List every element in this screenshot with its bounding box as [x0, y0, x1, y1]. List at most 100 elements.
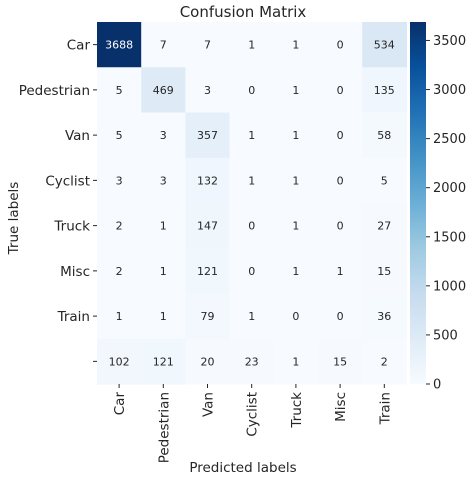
- heatmap-cell-label: 1: [292, 84, 299, 97]
- heatmap-cell: [141, 203, 186, 249]
- chart-title: Confusion Matrix: [180, 3, 307, 21]
- heatmap-cell: [362, 67, 407, 114]
- heatmap-cell-label: 469: [153, 84, 174, 97]
- x-axis-label: Predicted labels: [189, 460, 296, 476]
- colorbar-tick-label: 1000: [433, 279, 466, 294]
- heatmap-cell: [362, 203, 407, 249]
- heatmap-cell-label: 1: [248, 310, 255, 323]
- colorbar-ticks: 0 500 1000 1500 2000 2500 3000 3500: [426, 34, 466, 393]
- heatmap-cell-label: 1: [160, 310, 167, 323]
- heatmap-cell-label: 3: [116, 174, 123, 187]
- heatmap-cell-label: 0: [248, 220, 255, 233]
- heatmap-cell: [141, 67, 186, 114]
- heatmap-cell: [229, 112, 275, 159]
- heatmap-cell: [141, 293, 186, 340]
- y-axis-label: True labels: [6, 182, 22, 256]
- heatmap-cell: [229, 248, 275, 295]
- heatmap-cell-label: 1: [292, 129, 299, 142]
- heatmap-cell-label: 147: [197, 220, 218, 233]
- heatmap-cell-label: 23: [245, 355, 259, 368]
- heatmap-cell: [185, 338, 231, 385]
- x-tick-label: Pedestrian: [156, 392, 172, 463]
- heatmap-cell: [97, 293, 142, 340]
- heatmap-cell-label: 20: [201, 355, 215, 368]
- y-tick-label: Truck: [53, 219, 90, 235]
- heatmap-cell: [362, 157, 407, 204]
- heatmap-cell: [185, 157, 231, 204]
- heatmap-cell: [141, 338, 186, 385]
- heatmap-cell-label: 121: [197, 265, 218, 278]
- heatmap-cell-label: 1: [160, 220, 167, 233]
- heatmap-cell: [273, 157, 319, 204]
- heatmap-cell: [362, 112, 407, 159]
- y-tick-label: Cyclist: [45, 173, 90, 189]
- x-tick-label: Van: [201, 392, 217, 417]
- heatmap-cell-label: 5: [381, 174, 388, 187]
- heatmap-cell-label: 1: [292, 265, 299, 278]
- y-tick-label: Car: [67, 38, 91, 54]
- heatmap-cell-label: 0: [337, 84, 344, 97]
- heatmap-cell-label: 0: [337, 39, 344, 52]
- heatmap-cell-label: 1: [292, 355, 299, 368]
- y-axis-ticks: Car Pedestrian Van Cyclist Truck Misc Train: [19, 38, 97, 362]
- heatmap-cell-label: 58: [377, 129, 391, 142]
- heatmap-cell-label: 3: [160, 129, 167, 142]
- heatmap-cell: [229, 293, 275, 340]
- colorbar: [410, 22, 426, 384]
- heatmap-cell-label: 135: [374, 84, 395, 97]
- heatmap-cell: [141, 157, 186, 204]
- heatmap-cell-label: 0: [248, 265, 255, 278]
- heatmap-cell: [362, 338, 407, 385]
- heatmap-cell-label: 1: [292, 39, 299, 52]
- heatmap-cell: [318, 338, 363, 385]
- heatmap-cell: [318, 112, 363, 159]
- heatmap-cell: [229, 157, 275, 204]
- heatmap-cell-label: 27: [377, 220, 391, 233]
- heatmap-cell: [273, 248, 319, 295]
- y-tick-label: Train: [57, 309, 90, 325]
- heatmap-cell: [185, 293, 231, 340]
- heatmap-cell-label: 7: [204, 39, 211, 52]
- colorbar-tick-label: 1500: [433, 230, 466, 245]
- colorbar-tick-label: 3000: [433, 83, 466, 98]
- heatmap-cell-label: 102: [109, 355, 130, 368]
- heatmap-cell-label: 36: [377, 310, 391, 323]
- heatmap-cell: [273, 338, 319, 385]
- heatmap-cell-label: 0: [248, 84, 255, 97]
- heatmap-cell-label: 1: [248, 39, 255, 52]
- heatmap-cell: [185, 112, 231, 159]
- heatmap-cell: [97, 157, 142, 204]
- heatmap-cell: [273, 112, 319, 159]
- heatmap-cell-label: 1: [248, 174, 255, 187]
- heatmap-cell: [97, 248, 142, 295]
- heatmap-cell: [273, 203, 319, 249]
- heatmap-cell-label: 357: [197, 129, 218, 142]
- heatmap-cell-label: 1: [337, 265, 344, 278]
- colorbar-tick-label: 0: [433, 378, 441, 393]
- heatmap-cell: [97, 67, 142, 114]
- heatmap-cell: [318, 157, 363, 204]
- heatmap-cell: [318, 67, 363, 114]
- heatmap-cell: [97, 22, 142, 68]
- heatmap-cell-label: 121: [153, 355, 174, 368]
- heatmap-cell: [141, 112, 186, 159]
- heatmap-cell-label: 0: [337, 129, 344, 142]
- heatmap-cell-label: 7: [160, 39, 167, 52]
- heatmap-cell-label: 1: [292, 174, 299, 187]
- heatmap-cell-label: 534: [374, 39, 395, 52]
- heatmap-cell-label: 3: [204, 84, 211, 97]
- heatmap-cell-label: 1: [292, 220, 299, 233]
- heatmap-cell: [185, 67, 231, 114]
- y-tick-label: Van: [65, 128, 90, 144]
- heatmap-cell-label: 0: [292, 310, 299, 323]
- heatmap-cell-label: 0: [337, 174, 344, 187]
- heatmap-cell-label: 3: [160, 174, 167, 187]
- heatmap-cell-label: 79: [201, 310, 215, 323]
- heatmap-cell: [141, 22, 186, 68]
- x-tick-label: Cyclist: [245, 392, 261, 437]
- heatmap-cell: [273, 22, 319, 68]
- y-tick-label: Pedestrian: [19, 83, 90, 99]
- heatmap-cell-label: 5: [116, 129, 123, 142]
- heatmap-cell: [229, 22, 275, 68]
